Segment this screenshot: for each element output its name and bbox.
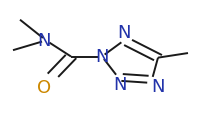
Text: N: N bbox=[37, 32, 50, 50]
Text: N: N bbox=[117, 24, 131, 42]
Text: N: N bbox=[95, 48, 109, 66]
Text: O: O bbox=[37, 78, 51, 96]
Text: N: N bbox=[151, 78, 165, 96]
Text: N: N bbox=[113, 75, 127, 93]
